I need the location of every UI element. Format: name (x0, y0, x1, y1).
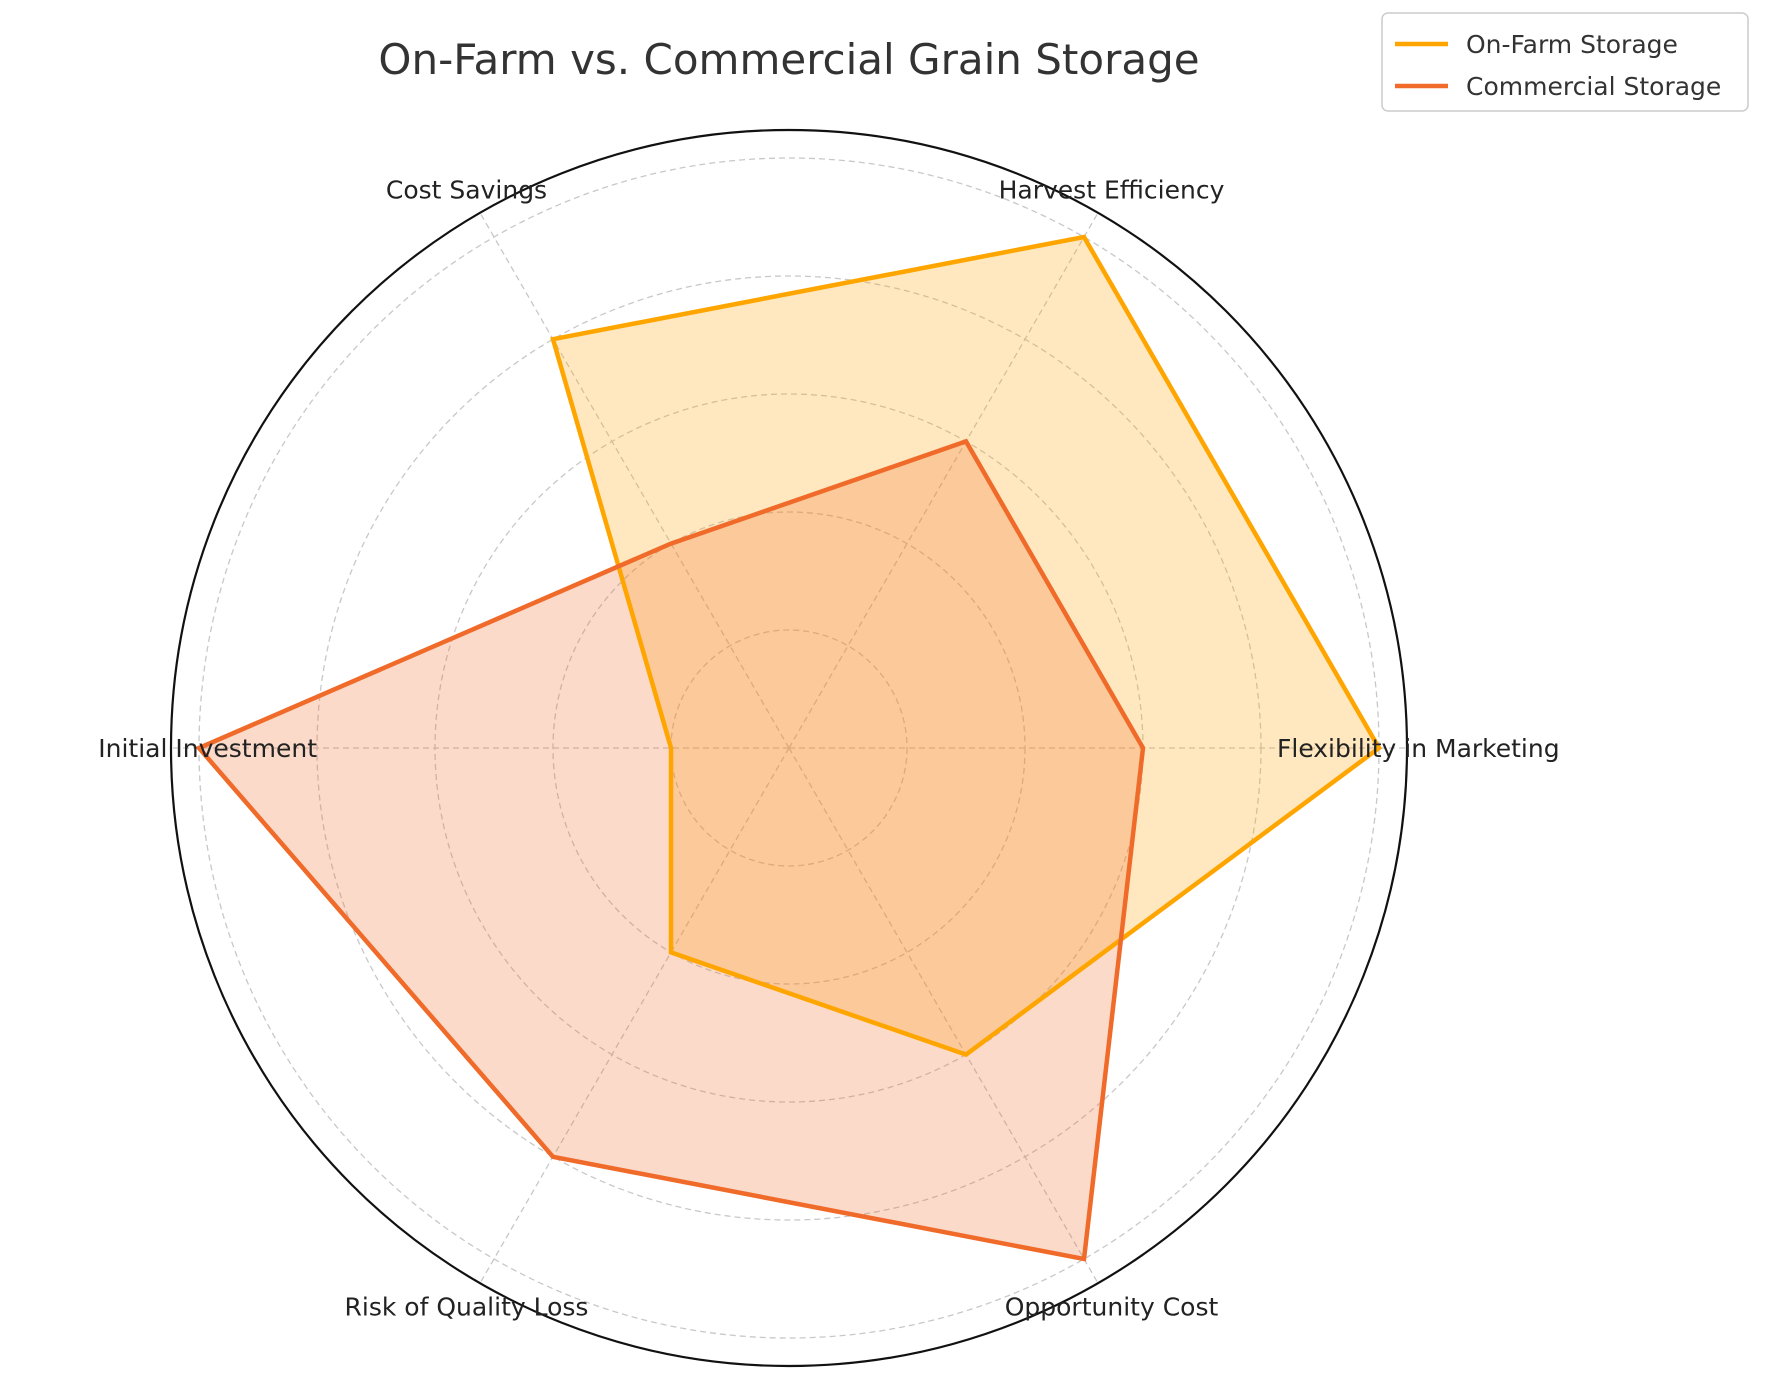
chart-title: On-Farm vs. Commercial Grain Storage (378, 35, 1199, 84)
axis-label-opportunity-cost: Opportunity Cost (1005, 1293, 1219, 1322)
legend-label-on-farm-storage: On-Farm Storage (1466, 30, 1678, 59)
spoke-risk-of-quality-loss (479, 747, 790, 1284)
outer-ring (169, 128, 1409, 1368)
axis-label-initial-investment: Initial Investment (98, 734, 317, 763)
radar-series (195, 234, 1382, 1262)
spoke-cost-savings (479, 212, 790, 749)
legend: On-Farm Storage Commercial Storage (1381, 12, 1749, 112)
spoke-opportunity-cost (788, 747, 1099, 1284)
axis-label-harvest-efficiency: Harvest Efficiency (999, 175, 1225, 204)
axis-label-flexibility-in-marketing: Flexibility in Marketing (1277, 734, 1560, 763)
axis-labels: Flexibility in Marketing Harvest Efficien… (98, 175, 1559, 1321)
spoke-harvest-efficiency (788, 212, 1099, 749)
axis-label-cost-savings: Cost Savings (386, 175, 547, 204)
legend-box (1381, 12, 1749, 112)
legend-label-commercial-storage: Commercial Storage (1466, 72, 1721, 101)
series-fill-on-farm-storage (553, 237, 1379, 1055)
axis-label-risk-of-quality-loss: Risk of Quality Loss (345, 1293, 589, 1322)
